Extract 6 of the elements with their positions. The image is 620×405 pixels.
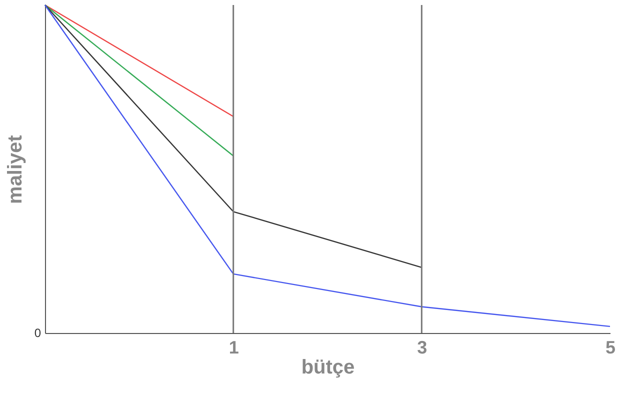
x-tick-label: 5 [605, 338, 616, 358]
x-axis-title: bütçe [301, 356, 355, 378]
text: 0 [34, 326, 42, 340]
x-tick-label: 1 [228, 338, 239, 358]
y-axis-title: maliyet [4, 134, 26, 204]
x-tick-label: 3 [417, 338, 428, 358]
